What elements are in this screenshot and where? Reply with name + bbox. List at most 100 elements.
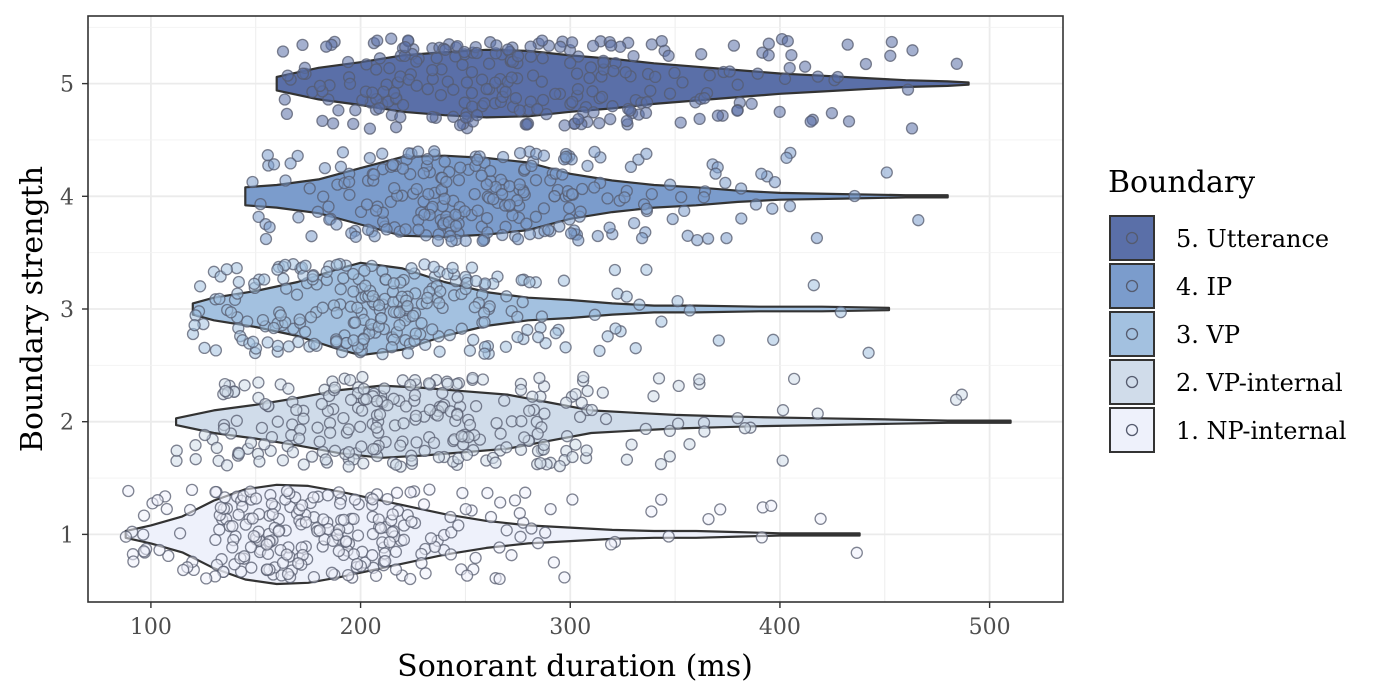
- data-point: [538, 407, 551, 420]
- x-tick-label: 500: [969, 615, 1011, 640]
- data-point: [487, 193, 500, 206]
- data-point: [558, 571, 571, 584]
- data-point: [355, 404, 369, 417]
- data-point: [751, 67, 764, 80]
- data-point: [417, 498, 431, 511]
- data-point: [714, 503, 727, 516]
- data-point: [280, 107, 294, 121]
- data-point: [859, 57, 873, 71]
- data-point: [385, 341, 398, 354]
- data-point: [386, 508, 399, 521]
- data-point: [478, 315, 491, 329]
- data-point: [373, 102, 386, 115]
- data-point: [254, 197, 267, 211]
- data-point: [586, 39, 600, 53]
- data-point: [299, 516, 313, 529]
- data-point: [299, 259, 312, 272]
- data-point: [529, 174, 543, 187]
- data-point: [280, 282, 293, 295]
- data-point: [219, 384, 232, 398]
- data-point: [418, 208, 431, 221]
- data-point: [825, 106, 839, 120]
- data-point: [279, 174, 292, 187]
- data-point: [639, 422, 652, 436]
- data-point: [480, 211, 494, 225]
- data-point: [246, 175, 259, 189]
- data-point: [526, 390, 539, 403]
- data-point: [381, 399, 394, 412]
- data-point: [905, 122, 919, 135]
- data-point: [198, 341, 211, 355]
- data-point: [640, 147, 653, 160]
- data-point: [465, 261, 479, 274]
- data-point: [232, 508, 245, 521]
- data-point: [498, 394, 511, 407]
- data-point: [366, 549, 379, 562]
- data-point: [220, 459, 234, 472]
- data-point: [494, 427, 507, 440]
- data-point: [274, 309, 287, 322]
- data-point: [383, 62, 396, 75]
- data-point: [738, 422, 752, 435]
- data-point: [280, 548, 293, 561]
- data-point: [217, 422, 231, 435]
- data-point: [259, 232, 273, 246]
- data-point: [271, 339, 284, 353]
- data-point: [426, 63, 439, 77]
- data-point: [363, 151, 376, 165]
- data-point: [804, 115, 817, 128]
- data-point: [452, 519, 465, 532]
- data-point: [465, 65, 479, 79]
- data-point: [307, 570, 321, 584]
- data-point: [266, 508, 279, 521]
- data-point: [499, 85, 512, 98]
- legend-key: [1109, 263, 1155, 309]
- data-point: [354, 420, 367, 433]
- legend-label: 5. Utterance: [1176, 225, 1329, 253]
- data-point: [518, 431, 531, 444]
- data-point: [226, 541, 239, 554]
- data-point: [574, 205, 587, 218]
- data-point: [460, 76, 474, 89]
- data-point: [765, 499, 778, 512]
- data-point: [781, 35, 794, 48]
- data-point: [390, 486, 404, 499]
- data-point: [627, 216, 641, 230]
- data-point: [539, 526, 552, 539]
- data-point: [534, 456, 547, 470]
- data-point: [246, 335, 260, 348]
- data-point: [478, 97, 491, 110]
- data-point: [553, 220, 566, 233]
- data-point: [232, 447, 246, 460]
- data-point: [296, 38, 309, 52]
- data-point: [494, 496, 507, 509]
- data-point: [319, 453, 332, 466]
- data-point: [404, 572, 417, 586]
- legend-title: Boundary: [1108, 165, 1255, 200]
- data-point: [432, 451, 446, 464]
- data-point: [261, 149, 274, 162]
- data-point: [282, 340, 295, 353]
- data-point: [330, 218, 343, 231]
- data-point: [848, 189, 861, 203]
- data-point: [785, 48, 798, 62]
- data-point: [662, 530, 675, 543]
- data-point: [674, 116, 687, 129]
- data-point: [564, 227, 578, 240]
- data-point: [702, 512, 715, 526]
- data-point: [525, 159, 538, 173]
- data-point: [471, 204, 484, 217]
- data-point: [342, 460, 355, 473]
- data-point: [347, 285, 360, 298]
- data-point: [185, 483, 199, 497]
- data-point: [428, 145, 441, 158]
- data-point: [516, 295, 529, 309]
- data-point: [523, 404, 536, 417]
- data-point: [389, 563, 403, 576]
- data-point: [884, 49, 897, 62]
- data-point: [513, 178, 526, 191]
- data-point: [734, 182, 748, 195]
- data-point: [533, 371, 546, 385]
- data-point: [373, 52, 387, 65]
- data-point: [330, 335, 343, 348]
